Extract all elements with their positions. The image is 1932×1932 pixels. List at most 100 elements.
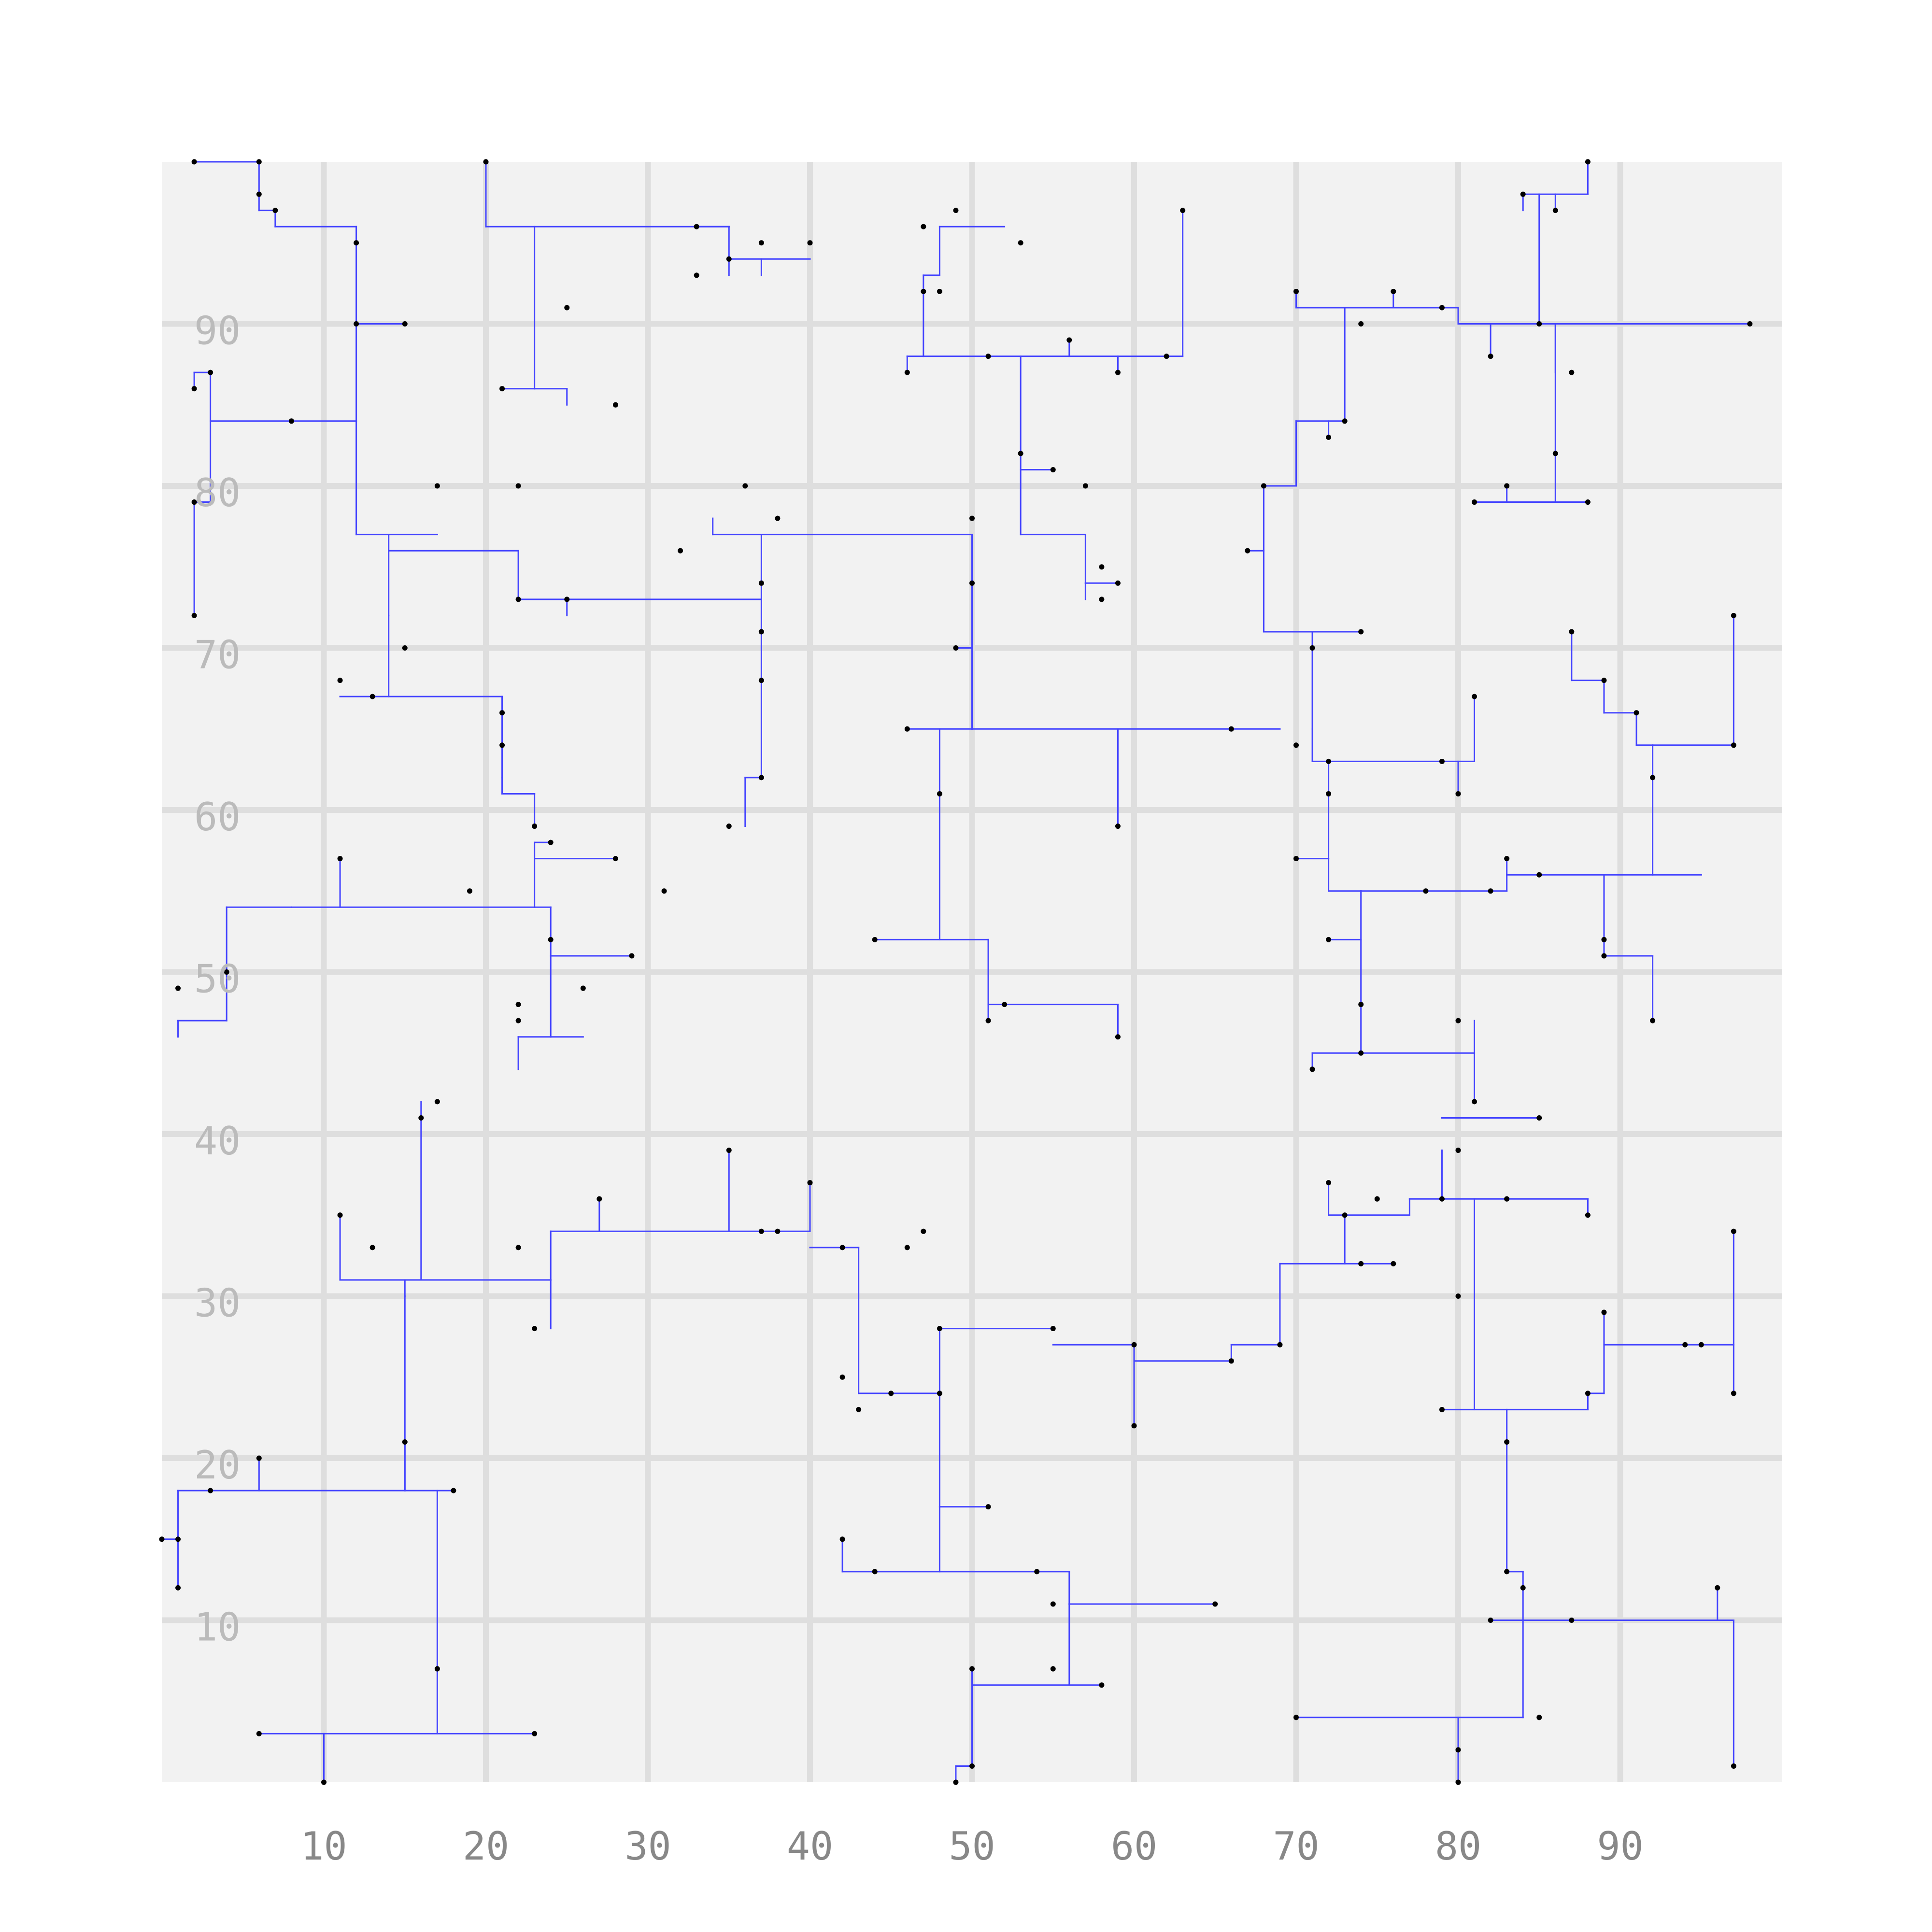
point-0-103 <box>1358 321 1364 327</box>
point-0-136 <box>1520 191 1526 197</box>
point-0-62 <box>904 1245 910 1250</box>
point-0-43 <box>726 824 732 829</box>
point-0-154 <box>1472 1099 1477 1105</box>
point-0-4 <box>354 240 359 246</box>
point-0-8 <box>191 386 197 392</box>
point-0-47 <box>742 483 748 489</box>
point-0-6 <box>402 321 408 327</box>
x-tick-label-3: 40 <box>787 1824 833 1869</box>
point-0-101 <box>1115 1034 1121 1040</box>
point-0-36 <box>694 272 699 278</box>
point-0-82 <box>1115 369 1121 375</box>
point-0-118 <box>1358 1050 1364 1056</box>
point-0-178 <box>159 1536 165 1542</box>
point-0-126 <box>1536 872 1542 878</box>
point-0-35 <box>612 402 618 408</box>
point-0-151 <box>1358 1261 1364 1266</box>
point-0-51 <box>418 1115 424 1121</box>
point-0-55 <box>532 1326 538 1332</box>
point-0-69 <box>1131 1342 1137 1348</box>
point-0-106 <box>1391 288 1396 294</box>
point-0-104 <box>1342 418 1348 424</box>
point-0-22 <box>612 856 618 862</box>
point-0-175 <box>1293 1715 1299 1720</box>
point-0-113 <box>1326 758 1332 764</box>
point-0-88 <box>969 580 975 586</box>
point-0-170 <box>1488 1618 1493 1623</box>
x-tick-label-0: 10 <box>300 1824 347 1869</box>
points <box>159 159 1753 1785</box>
point-0-127 <box>1601 937 1607 942</box>
point-0-78 <box>921 288 926 294</box>
point-0-57 <box>726 1148 732 1153</box>
point-0-179 <box>175 1536 181 1542</box>
point-0-116 <box>1326 937 1332 942</box>
point-0-2 <box>256 191 262 197</box>
point-0-198 <box>969 1763 975 1769</box>
point-0-83 <box>1164 354 1169 359</box>
point-0-3 <box>272 208 278 213</box>
point-0-74 <box>921 224 926 229</box>
point-0-146 <box>1472 499 1477 505</box>
point-0-93 <box>1115 580 1121 586</box>
point-0-120 <box>1439 758 1445 764</box>
point-0-183 <box>402 1439 408 1445</box>
point-0-130 <box>1650 775 1656 781</box>
point-0-60 <box>807 1180 813 1186</box>
point-0-132 <box>1601 678 1607 683</box>
point-0-110 <box>1358 629 1364 635</box>
point-0-112 <box>1293 742 1299 748</box>
point-0-90 <box>1082 483 1088 489</box>
point-0-107 <box>1439 305 1445 311</box>
point-0-152 <box>1439 1196 1445 1202</box>
y-tick-label-3: 40 <box>194 1119 241 1164</box>
point-0-137 <box>1552 208 1558 213</box>
point-0-124 <box>1488 888 1493 894</box>
point-0-59 <box>775 1228 781 1234</box>
point-0-200 <box>191 499 197 505</box>
point-0-172 <box>1715 1585 1720 1591</box>
point-0-98 <box>872 937 878 942</box>
point-0-166 <box>1731 1391 1736 1396</box>
point-0-153 <box>1455 1148 1461 1153</box>
point-0-30 <box>515 1002 521 1008</box>
x-tick-label-4: 50 <box>949 1824 995 1869</box>
point-0-20 <box>532 824 538 829</box>
point-0-80 <box>985 354 991 359</box>
point-0-123 <box>1423 888 1429 894</box>
point-0-115 <box>1293 856 1299 862</box>
point-0-1 <box>256 159 262 165</box>
x-tick-label-5: 60 <box>1111 1824 1157 1869</box>
point-0-52 <box>337 1212 343 1218</box>
point-0-76 <box>1018 240 1023 246</box>
x-tick-label-6: 70 <box>1273 1824 1319 1869</box>
point-0-64 <box>839 1374 845 1380</box>
y-tick-label-6: 70 <box>194 633 241 678</box>
point-0-188 <box>532 1731 538 1736</box>
point-0-159 <box>1455 1293 1461 1299</box>
point-0-7 <box>208 369 213 375</box>
point-0-72 <box>1277 1342 1283 1348</box>
point-0-164 <box>1682 1342 1688 1348</box>
point-0-85 <box>1018 451 1023 456</box>
x-tick-label-8: 90 <box>1597 1824 1643 1869</box>
point-0-138 <box>1585 159 1591 165</box>
point-0-31 <box>515 1018 521 1023</box>
point-0-68 <box>1050 1326 1056 1332</box>
point-0-134 <box>1731 612 1736 618</box>
point-0-92 <box>1099 597 1105 602</box>
point-0-155 <box>1455 1018 1461 1023</box>
point-0-23 <box>337 856 343 862</box>
point-0-129 <box>1650 1018 1656 1023</box>
point-0-171 <box>1569 1618 1575 1623</box>
point-0-28 <box>175 985 181 991</box>
y-tick-label-2: 30 <box>194 1281 241 1326</box>
point-0-61 <box>839 1245 845 1250</box>
point-0-10 <box>191 612 197 618</box>
point-0-24 <box>467 888 472 894</box>
point-0-19 <box>499 742 505 748</box>
point-0-148 <box>1391 1261 1396 1266</box>
point-0-67 <box>937 1391 942 1396</box>
point-0-77 <box>937 288 942 294</box>
